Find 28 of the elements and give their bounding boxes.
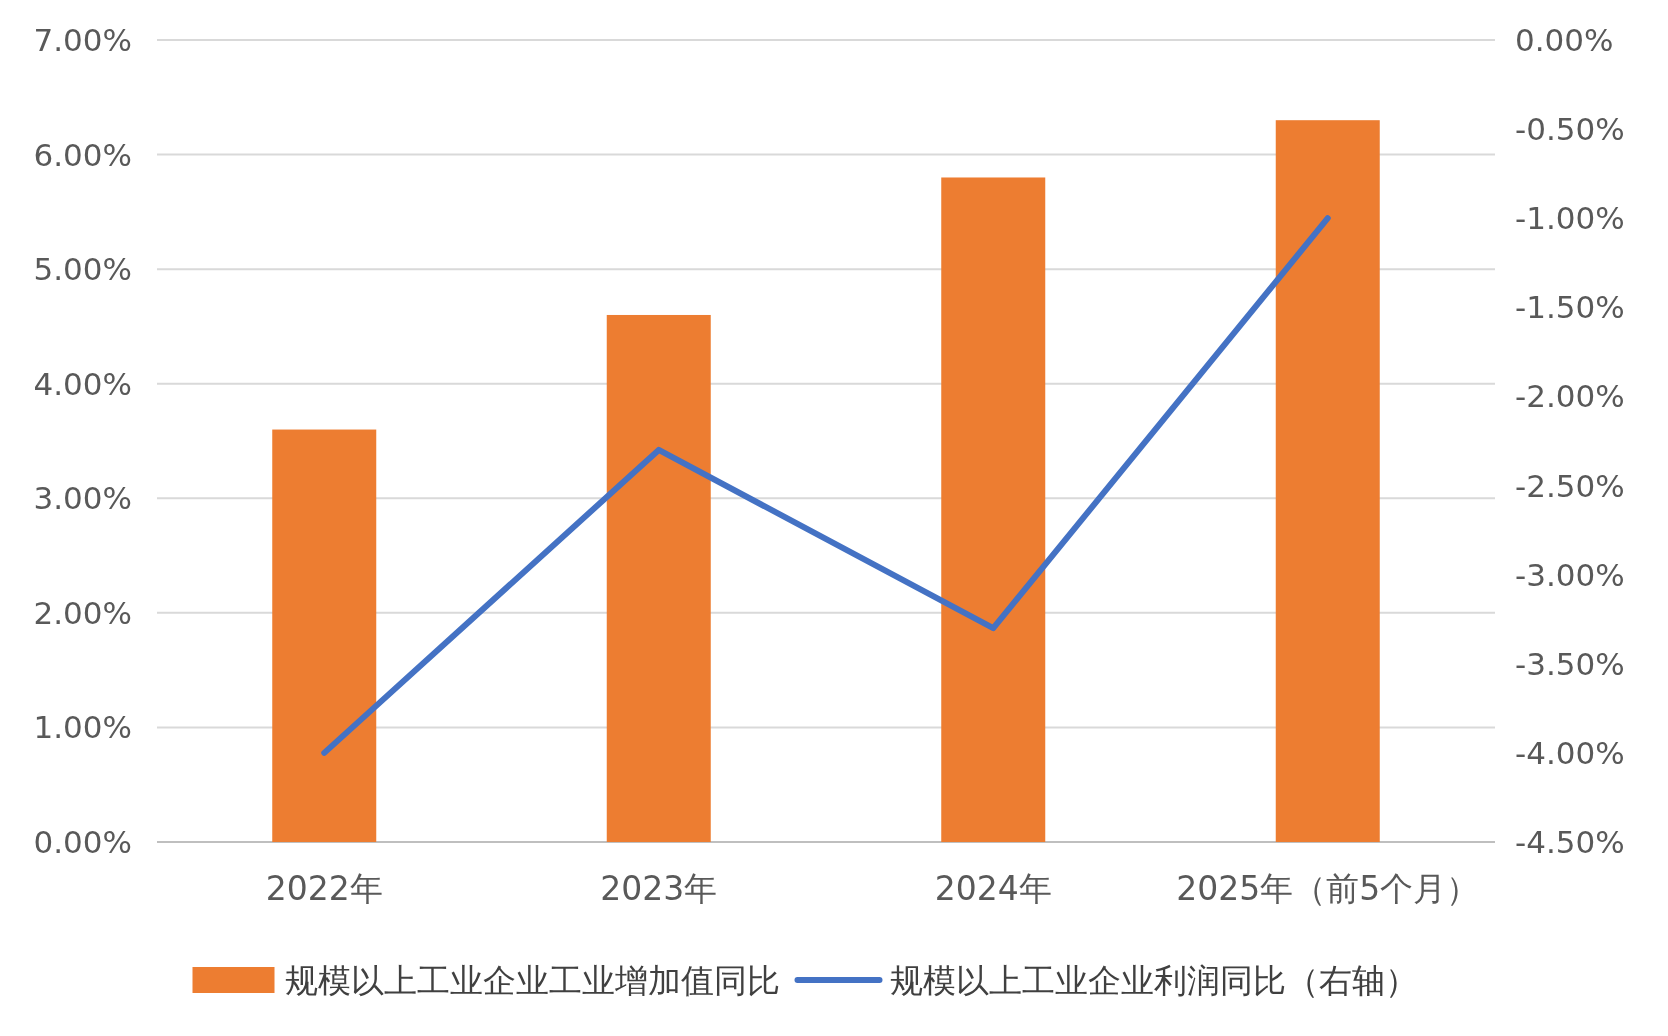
x-tick-label: 2022年 xyxy=(265,869,383,908)
bar xyxy=(272,429,377,842)
bar xyxy=(1275,120,1380,842)
x-tick-label: 2024年 xyxy=(934,869,1052,908)
y2-tick-label: -1.00% xyxy=(1515,200,1625,237)
bar xyxy=(941,177,1046,842)
y2-tick-label: -2.00% xyxy=(1515,378,1625,415)
y2-tick-label: -0.50% xyxy=(1515,111,1625,148)
y2-tick-label: -1.50% xyxy=(1515,289,1625,326)
y-tick-label: 5.00% xyxy=(33,251,132,288)
legend-label: 规模以上工业企业工业增加值同比 xyxy=(284,961,780,1000)
y-tick-label: 3.00% xyxy=(33,480,132,517)
y-tick-label: 1.00% xyxy=(33,709,132,746)
y2-tick-label: -4.50% xyxy=(1515,824,1625,860)
legend-label: 规模以上工业企业利润同比（右轴） xyxy=(889,961,1418,1000)
y2-tick-label: 0.00% xyxy=(1515,22,1614,58)
y-tick-label: 0.00% xyxy=(33,824,132,860)
bar xyxy=(606,314,711,842)
x-tick-label: 2025年（前5个月） xyxy=(1176,869,1480,908)
y2-tick-label: -4.00% xyxy=(1515,734,1625,771)
y2-tick-label: -2.50% xyxy=(1515,467,1625,504)
x-tick-label: 2023年 xyxy=(600,869,718,908)
y-tick-label: 7.00% xyxy=(33,22,132,58)
y2-tick-label: -3.50% xyxy=(1515,645,1625,682)
y-tick-label: 2.00% xyxy=(33,594,132,631)
y-tick-label: 4.00% xyxy=(33,365,132,402)
y-tick-label: 6.00% xyxy=(33,136,132,173)
y2-tick-label: -3.00% xyxy=(1515,556,1625,593)
